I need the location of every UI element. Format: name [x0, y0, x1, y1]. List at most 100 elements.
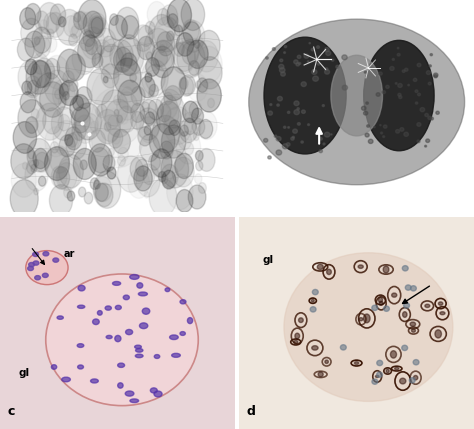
Ellipse shape	[415, 90, 418, 93]
Ellipse shape	[400, 128, 404, 131]
Ellipse shape	[66, 54, 85, 81]
Ellipse shape	[44, 13, 59, 33]
Ellipse shape	[47, 29, 54, 39]
Ellipse shape	[126, 329, 133, 335]
Ellipse shape	[106, 335, 112, 338]
Ellipse shape	[31, 109, 39, 119]
Ellipse shape	[50, 142, 59, 153]
Ellipse shape	[366, 102, 368, 104]
Ellipse shape	[105, 306, 111, 310]
Ellipse shape	[379, 72, 382, 75]
Ellipse shape	[83, 11, 103, 38]
Ellipse shape	[91, 148, 109, 173]
Ellipse shape	[118, 363, 125, 367]
Ellipse shape	[297, 55, 301, 58]
Ellipse shape	[121, 87, 133, 103]
Ellipse shape	[174, 25, 182, 36]
Ellipse shape	[57, 316, 64, 319]
Ellipse shape	[198, 30, 220, 60]
Ellipse shape	[20, 8, 36, 30]
Ellipse shape	[144, 192, 149, 198]
Ellipse shape	[112, 133, 120, 144]
Ellipse shape	[31, 60, 51, 88]
Ellipse shape	[374, 127, 375, 128]
Text: ar: ar	[64, 249, 75, 259]
Ellipse shape	[27, 160, 37, 174]
Text: kV 100: kV 100	[249, 183, 266, 187]
Ellipse shape	[46, 63, 55, 75]
Ellipse shape	[139, 134, 160, 162]
FancyBboxPatch shape	[0, 217, 235, 429]
Ellipse shape	[35, 275, 41, 280]
Ellipse shape	[152, 40, 174, 71]
Ellipse shape	[64, 16, 79, 36]
Ellipse shape	[45, 70, 70, 104]
Ellipse shape	[410, 322, 416, 326]
Ellipse shape	[179, 78, 188, 89]
Ellipse shape	[430, 54, 432, 56]
Ellipse shape	[383, 266, 389, 273]
Ellipse shape	[130, 73, 137, 82]
Ellipse shape	[56, 9, 82, 45]
Ellipse shape	[183, 22, 201, 45]
Ellipse shape	[365, 71, 366, 73]
Ellipse shape	[139, 76, 155, 98]
Ellipse shape	[368, 139, 373, 143]
Ellipse shape	[404, 132, 409, 136]
Ellipse shape	[161, 175, 168, 184]
Ellipse shape	[182, 20, 199, 42]
Ellipse shape	[147, 1, 166, 27]
Ellipse shape	[45, 58, 60, 79]
Ellipse shape	[144, 126, 151, 135]
Ellipse shape	[136, 164, 160, 197]
Ellipse shape	[195, 46, 222, 83]
Ellipse shape	[325, 48, 329, 52]
Ellipse shape	[198, 148, 215, 171]
Ellipse shape	[73, 13, 81, 22]
Ellipse shape	[31, 164, 37, 172]
Ellipse shape	[146, 52, 152, 60]
Ellipse shape	[180, 112, 201, 140]
Ellipse shape	[392, 293, 397, 297]
Ellipse shape	[95, 109, 120, 144]
Ellipse shape	[81, 27, 105, 59]
Ellipse shape	[88, 13, 106, 38]
Ellipse shape	[364, 111, 368, 115]
Ellipse shape	[286, 143, 290, 146]
Ellipse shape	[145, 112, 155, 125]
Ellipse shape	[413, 375, 418, 380]
Ellipse shape	[187, 317, 192, 323]
Ellipse shape	[266, 57, 268, 59]
Ellipse shape	[396, 130, 400, 133]
Ellipse shape	[184, 142, 193, 155]
Ellipse shape	[118, 80, 142, 113]
Ellipse shape	[295, 333, 300, 339]
Ellipse shape	[159, 45, 165, 53]
Ellipse shape	[268, 156, 271, 159]
Ellipse shape	[39, 20, 49, 33]
Ellipse shape	[318, 63, 319, 65]
Ellipse shape	[319, 150, 322, 153]
Ellipse shape	[294, 60, 298, 64]
Ellipse shape	[83, 114, 98, 134]
Ellipse shape	[299, 62, 301, 64]
Ellipse shape	[50, 4, 65, 25]
Ellipse shape	[198, 57, 222, 89]
Ellipse shape	[199, 183, 206, 193]
Ellipse shape	[418, 93, 420, 96]
Ellipse shape	[164, 107, 192, 145]
Ellipse shape	[327, 269, 331, 275]
Ellipse shape	[101, 90, 128, 126]
Ellipse shape	[311, 48, 314, 51]
Ellipse shape	[35, 73, 63, 111]
Ellipse shape	[148, 15, 175, 50]
Ellipse shape	[139, 323, 148, 329]
Ellipse shape	[294, 110, 300, 115]
Ellipse shape	[60, 80, 78, 106]
Ellipse shape	[100, 115, 120, 142]
Ellipse shape	[180, 75, 195, 95]
Ellipse shape	[399, 96, 402, 99]
Ellipse shape	[135, 354, 143, 358]
Ellipse shape	[375, 375, 379, 378]
Ellipse shape	[149, 124, 175, 158]
